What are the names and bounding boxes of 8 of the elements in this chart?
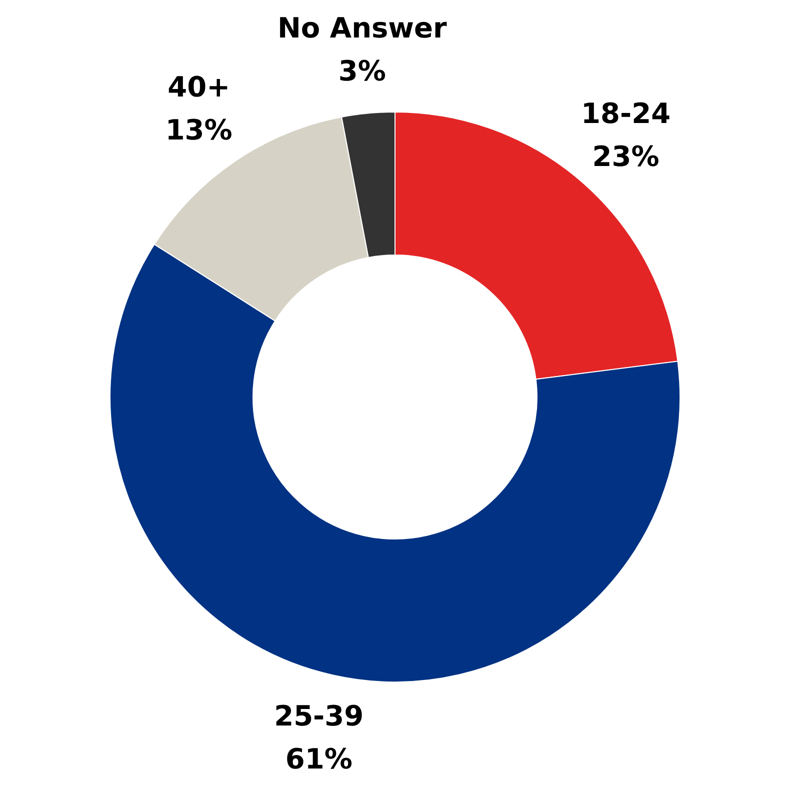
data-label: 3%	[338, 54, 386, 88]
slice-label: 18-24	[581, 97, 671, 130]
data-label: 61%	[285, 742, 352, 776]
slice-label: No Answer	[277, 12, 448, 45]
data-label: 23%	[592, 140, 660, 174]
slice-label: 25-39	[274, 700, 364, 733]
slice-label: 40+	[168, 70, 230, 104]
data-label: 13%	[165, 113, 232, 146]
